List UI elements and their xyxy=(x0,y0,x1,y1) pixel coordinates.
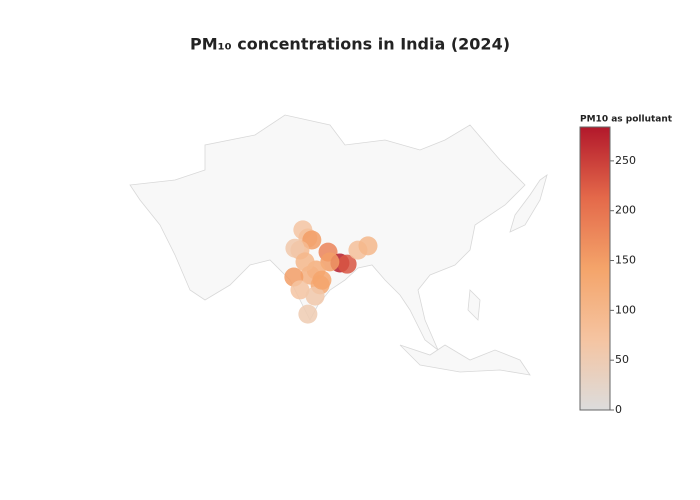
colorbar xyxy=(579,126,611,411)
station-point xyxy=(298,304,318,324)
points xyxy=(284,220,378,324)
station-point xyxy=(295,252,315,272)
station-point xyxy=(358,236,378,256)
colorbar-tick-label: 100 xyxy=(615,303,636,316)
station-point xyxy=(305,286,325,306)
land xyxy=(509,174,548,233)
land xyxy=(399,344,531,376)
colorbar-tick-label: 150 xyxy=(615,254,636,267)
land xyxy=(467,289,481,321)
land xyxy=(129,114,526,352)
colorbar-tick-label: 0 xyxy=(615,403,622,416)
station-point xyxy=(312,270,332,290)
station-point xyxy=(320,252,340,272)
basemap xyxy=(129,114,548,376)
station-point xyxy=(290,280,310,300)
colorbar-title: PM10 as pollutant xyxy=(580,115,673,125)
colorbar-tick-label: 250 xyxy=(615,154,636,167)
chart-title: PM₁₀ concentrations in India (2024) xyxy=(190,35,510,54)
colorbar-tick-label: 50 xyxy=(615,353,629,366)
station-point xyxy=(337,254,357,274)
station-point xyxy=(285,238,305,258)
colorbar-tick-label: 200 xyxy=(615,204,636,217)
